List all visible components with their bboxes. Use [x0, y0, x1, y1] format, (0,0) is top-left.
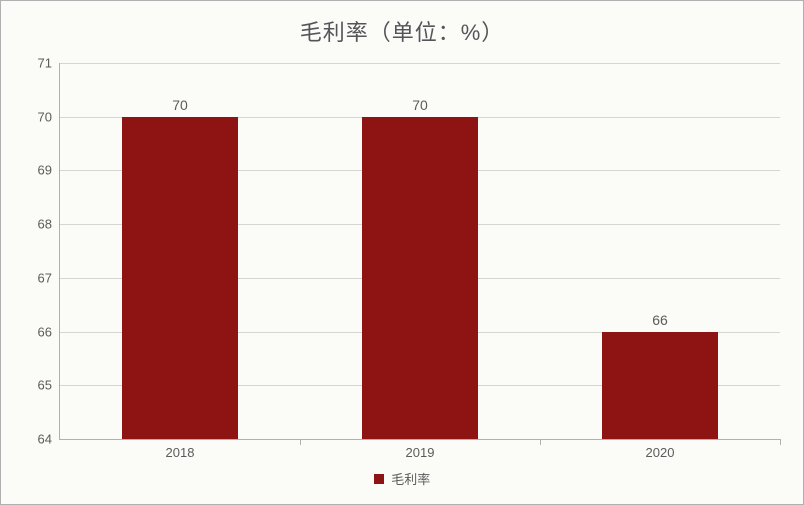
- gridline: [60, 63, 780, 64]
- y-tick-label: 65: [38, 378, 60, 393]
- chart-title: 毛利率（单位：%）: [1, 1, 803, 47]
- bar: 66: [602, 332, 717, 439]
- legend: 毛利率: [1, 469, 803, 488]
- y-tick-label: 68: [38, 217, 60, 232]
- legend-swatch: [374, 474, 384, 484]
- x-tick-mark: [540, 439, 541, 445]
- plot-area: 6465666768697071702018702019662020: [59, 63, 780, 440]
- x-tick-mark: [780, 439, 781, 445]
- x-tick-label: 2019: [406, 439, 435, 460]
- bar: 70: [362, 117, 477, 439]
- y-tick-label: 70: [38, 109, 60, 124]
- bar-value-label: 70: [172, 97, 188, 117]
- y-tick-label: 71: [38, 56, 60, 71]
- x-tick-mark: [300, 439, 301, 445]
- bar-value-label: 70: [412, 97, 428, 117]
- x-tick-label: 2020: [646, 439, 675, 460]
- chart-container: 毛利率（单位：%） 646566676869707170201870201966…: [0, 0, 804, 505]
- y-tick-label: 67: [38, 270, 60, 285]
- legend-label: 毛利率: [391, 469, 430, 488]
- y-tick-label: 64: [38, 432, 60, 447]
- y-tick-label: 66: [38, 324, 60, 339]
- bar-value-label: 66: [652, 312, 668, 332]
- x-tick-label: 2018: [166, 439, 195, 460]
- bar: 70: [122, 117, 237, 439]
- y-tick-label: 69: [38, 163, 60, 178]
